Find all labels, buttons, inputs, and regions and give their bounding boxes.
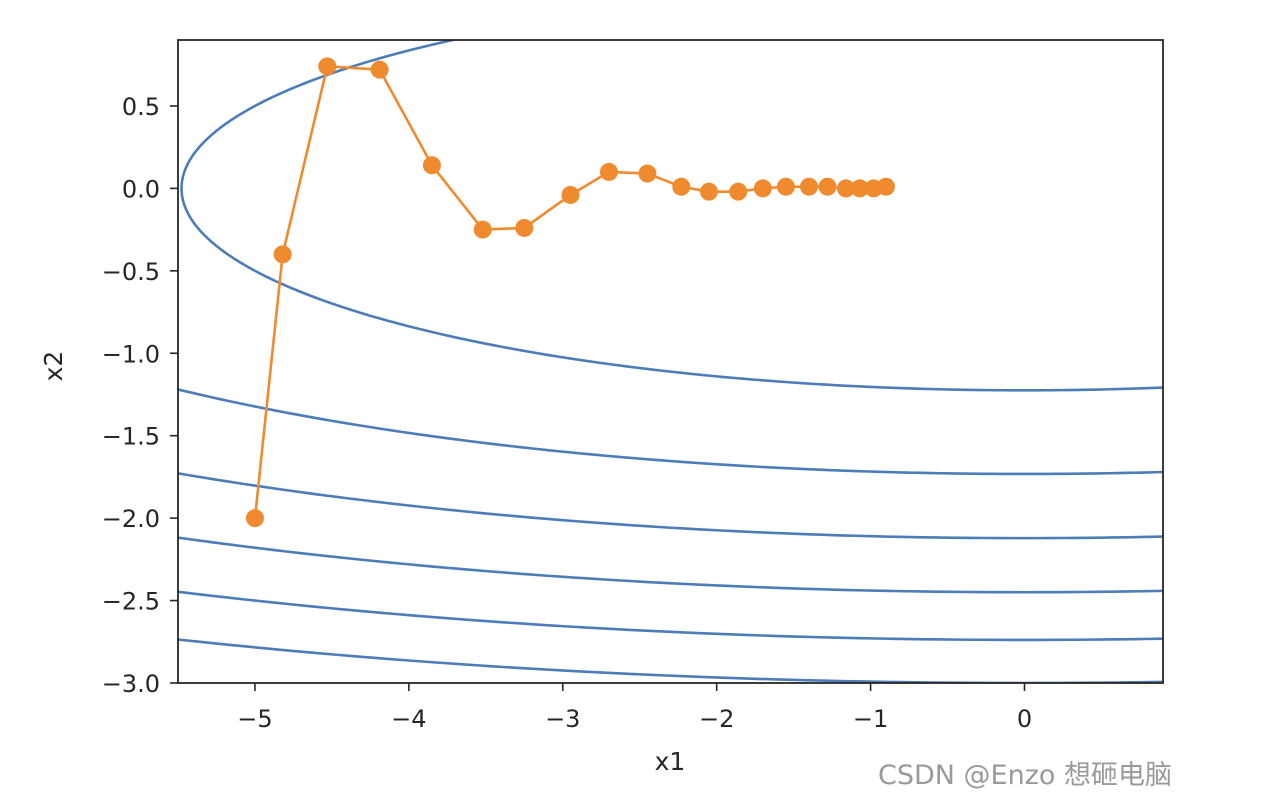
trajectory-point	[672, 177, 691, 196]
trajectory-point	[638, 164, 657, 183]
y-tick-label: 0.0	[122, 175, 160, 203]
x-tick-label: −3	[545, 705, 580, 733]
trajectory-point	[699, 182, 718, 201]
trajectory-point	[729, 182, 748, 201]
contour-lines	[178, 40, 1163, 683]
y-tick-label: −2.0	[102, 505, 160, 533]
trajectory-point	[800, 177, 819, 196]
watermark-text: CSDN @Enzo 想砸电脑	[877, 760, 1172, 791]
x-axis-ticks: −5 −4 −3 −2 −1 0	[237, 683, 1032, 733]
trajectory-point	[473, 220, 492, 239]
trajectory-point	[273, 245, 292, 264]
y-axis-label: x2	[39, 351, 68, 382]
x-tick-label: 0	[1017, 705, 1032, 733]
trajectory-point	[370, 60, 389, 79]
y-tick-label: −1.0	[102, 340, 160, 368]
x-tick-label: −1	[853, 705, 888, 733]
x-tick-label: −2	[699, 705, 734, 733]
trajectory-point	[836, 179, 855, 198]
y-tick-label: −1.5	[102, 423, 160, 451]
trajectory-point	[515, 218, 534, 237]
trajectory-point	[561, 185, 580, 204]
y-tick-label: 0.5	[122, 93, 160, 121]
trajectory-point	[876, 177, 895, 196]
y-axis-ticks: 0.5 0.0 −0.5 −1.0 −1.5 −2.0 −2.5 −3.0	[102, 93, 178, 698]
trajectory-point	[422, 156, 441, 175]
x-axis-label: x1	[655, 747, 686, 776]
trajectory-point	[599, 162, 618, 181]
trajectory-point	[753, 179, 772, 198]
contour-line	[180, 40, 1163, 392]
optimizer-trajectory	[245, 57, 895, 528]
trajectory-point	[245, 509, 264, 528]
x-tick-label: −5	[237, 705, 272, 733]
x-tick-label: −4	[391, 705, 426, 733]
y-tick-label: −0.5	[102, 258, 160, 286]
plot-frame	[177, 39, 1164, 684]
trajectory-point	[850, 179, 869, 198]
y-tick-label: −3.0	[102, 670, 160, 698]
trajectory-point	[318, 57, 337, 76]
trajectory-point	[776, 177, 795, 196]
y-tick-label: −2.5	[102, 588, 160, 616]
plot-background	[178, 40, 1163, 683]
trajectory-point	[818, 177, 837, 196]
